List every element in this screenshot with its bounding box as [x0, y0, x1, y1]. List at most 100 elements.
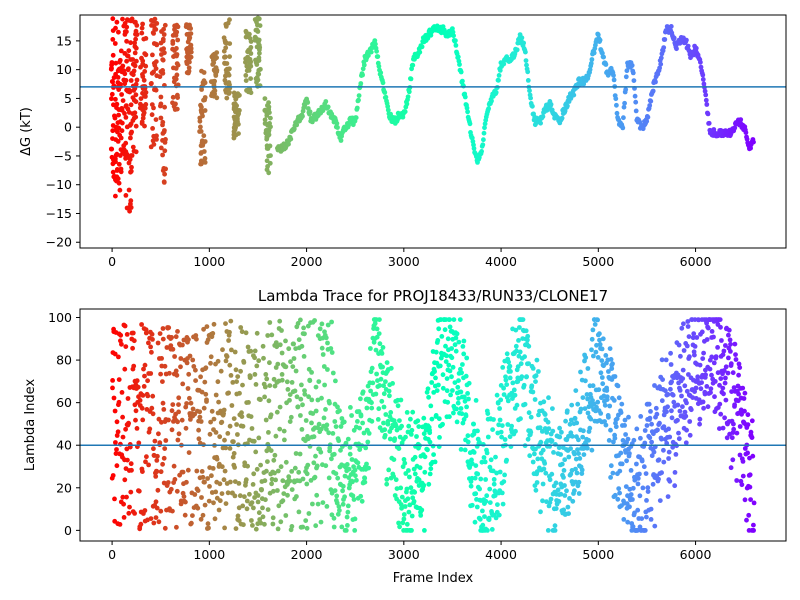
lambda-point	[223, 358, 229, 364]
lambda-point	[142, 362, 148, 368]
delta-g-point	[133, 123, 139, 129]
delta-g-point	[128, 40, 134, 46]
lambda-point	[487, 486, 493, 492]
lambda-point	[410, 495, 416, 501]
delta-g-point	[657, 65, 662, 71]
lambda-point	[298, 317, 303, 323]
lambda-point	[388, 365, 394, 371]
lambda-point	[154, 458, 160, 463]
lambda-point	[379, 398, 385, 404]
lambda-point	[287, 392, 293, 397]
delta-g-point	[129, 129, 135, 135]
lambda-point	[473, 491, 479, 497]
lambda-point	[599, 358, 605, 363]
lambda-point	[285, 492, 290, 498]
lambda-point	[732, 341, 738, 347]
lambda-point	[147, 426, 153, 432]
delta-g-panel: 0 1000 2000 3000 4000 5000 6000 −20−15−10−5051…	[19, 14, 787, 269]
delta-g-point	[360, 66, 366, 72]
lambda-point	[726, 327, 732, 333]
delta-g-y-tick-label: −10	[46, 177, 72, 192]
delta-g-point	[496, 73, 502, 78]
lambda-point	[281, 491, 287, 496]
lambda-point	[372, 321, 378, 326]
lambda-point	[267, 360, 272, 366]
lambda-y-tick-label: 80	[56, 353, 72, 368]
delta-g-point	[199, 68, 204, 74]
delta-g-point	[373, 41, 378, 47]
lambda-point	[398, 502, 404, 507]
lambda-point	[324, 426, 329, 432]
lambda-point	[124, 494, 129, 500]
lambda-point	[254, 466, 260, 472]
lambda-point	[557, 434, 563, 440]
lambda-point	[269, 332, 275, 338]
lambda-point	[381, 383, 386, 389]
delta-g-y-tick-label: −15	[46, 206, 72, 221]
delta-g-point	[528, 95, 533, 101]
delta-g-point	[199, 138, 205, 144]
lambda-point	[373, 347, 379, 353]
lambda-point	[253, 382, 259, 387]
lambda-point	[219, 419, 225, 425]
delta-g-point	[245, 67, 251, 73]
lambda-point	[171, 463, 177, 469]
delta-g-point	[264, 167, 270, 173]
lambda-point	[703, 372, 708, 378]
lambda-point	[465, 439, 471, 445]
lambda-point	[291, 356, 297, 361]
delta-g-point	[548, 102, 554, 107]
lambda-point	[556, 499, 562, 504]
lambda-point	[111, 395, 117, 401]
delta-g-point	[481, 130, 487, 136]
delta-g-point	[113, 193, 118, 199]
lambda-point	[254, 330, 260, 336]
lambda-point	[494, 470, 499, 476]
lambda-point	[275, 526, 281, 532]
lambda-point	[225, 490, 231, 496]
delta-g-point	[525, 78, 531, 83]
delta-g-point	[693, 45, 699, 51]
lambda-point	[722, 380, 728, 386]
lambda-point	[212, 516, 218, 522]
delta-g-point	[264, 113, 270, 118]
lambda-point	[606, 369, 611, 374]
lambda-point	[336, 438, 342, 444]
lambda-point	[744, 517, 749, 523]
delta-g-x-tick-label: 6000	[680, 254, 712, 269]
lambda-point	[222, 525, 228, 531]
lambda-point	[634, 528, 640, 533]
lambda-point	[272, 470, 277, 476]
delta-g-point	[453, 38, 458, 43]
lambda-point	[668, 350, 673, 356]
lambda-point	[271, 376, 277, 382]
lambda-point	[495, 502, 500, 507]
lambda-point	[263, 417, 269, 423]
lambda-point	[208, 419, 214, 425]
delta-g-point	[118, 135, 124, 141]
lambda-point	[119, 341, 124, 347]
lambda-point	[304, 481, 310, 487]
lambda-point	[261, 355, 266, 361]
lambda-point	[427, 471, 433, 477]
lambda-point	[617, 468, 623, 474]
delta-g-point	[243, 59, 248, 65]
delta-g-point	[453, 43, 459, 48]
lambda-point	[709, 354, 715, 360]
lambda-point	[320, 500, 326, 505]
lambda-y-tick-label: 100	[48, 310, 72, 325]
lambda-point	[331, 524, 337, 530]
lambda-point	[404, 521, 410, 527]
lambda-point	[214, 456, 220, 462]
delta-g-point	[581, 81, 587, 87]
lambda-point	[603, 353, 609, 358]
lambda-points	[109, 317, 757, 533]
lambda-point	[366, 431, 372, 436]
lambda-point	[542, 461, 548, 466]
lambda-point	[612, 435, 618, 441]
delta-g-point	[480, 142, 486, 148]
delta-g-point	[562, 108, 568, 114]
lambda-point	[564, 408, 570, 414]
lambda-point	[211, 500, 216, 506]
lambda-point	[300, 402, 305, 408]
